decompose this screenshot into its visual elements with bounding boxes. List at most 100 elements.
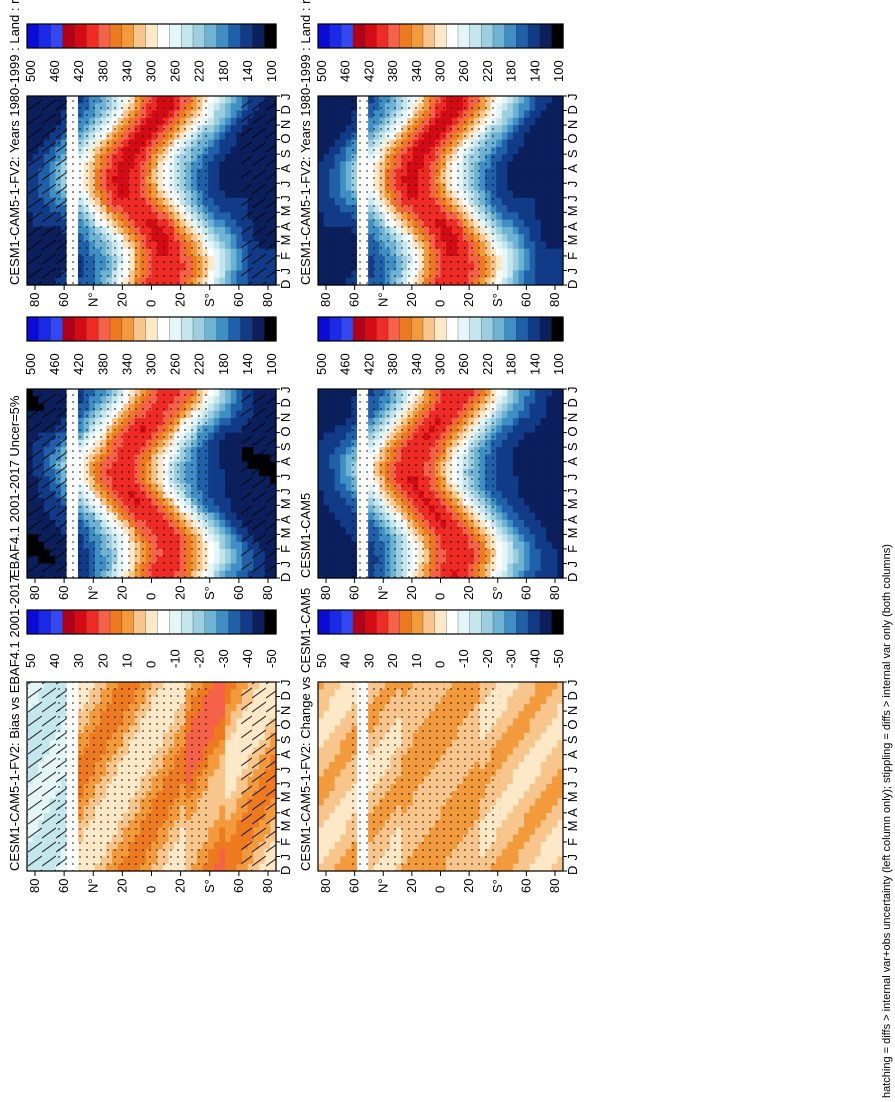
heatmap-cell (557, 241, 564, 250)
heatmap-cell (334, 117, 341, 126)
heatmap-cell (540, 146, 547, 155)
heatmap-cell (329, 226, 336, 235)
heatmap-cell (219, 439, 226, 448)
heatmap-cell (236, 132, 243, 141)
latitude-tick-label: S° (202, 293, 217, 307)
heatmap-cell (507, 154, 514, 163)
heatmap-cell (340, 125, 347, 133)
heatmap-cell (540, 161, 547, 170)
heatmap-cell (329, 139, 336, 148)
heatmap-cell (219, 270, 226, 279)
heatmap-cell (219, 534, 226, 543)
heatmap-cell (213, 439, 221, 448)
heatmap-cell (340, 103, 347, 112)
colorbar: 50 40 30 20 10 0 -10 -20 -30 -40 -50 (23, 609, 279, 668)
heatmap-cell (518, 96, 525, 104)
heatmap-cell (230, 849, 237, 858)
heatmap-cell (219, 132, 226, 141)
stippling-overlay (56, 96, 212, 285)
heatmap-cell (230, 139, 237, 148)
heatmap-cell (518, 146, 525, 155)
heatmap-cell (219, 776, 226, 785)
heatmap-cell (230, 468, 237, 477)
heatmap-cell (323, 563, 330, 572)
heatmap-cell (230, 570, 237, 579)
heatmap-cell (318, 139, 325, 148)
heatmap-cell (225, 798, 232, 807)
heatmap-cell (501, 132, 508, 141)
heatmap-cell (230, 703, 237, 712)
heatmap-cell (213, 798, 221, 807)
heatmap-cell (236, 454, 243, 463)
colorbar-swatch (50, 23, 64, 49)
stippling-overlay (56, 389, 212, 578)
month-tick-label: D (278, 105, 293, 114)
heatmap-cell (318, 418, 325, 426)
heatmap-cell (230, 834, 237, 843)
heatmap-cell (236, 856, 243, 865)
heatmap-cell (551, 132, 559, 141)
latitude-tick-label: 20 (461, 293, 476, 307)
heatmap-cell (219, 483, 226, 492)
heatmap-cell (225, 776, 232, 785)
heatmap-cell (236, 548, 243, 557)
heatmap-cell (230, 534, 237, 543)
heatmap-cell (225, 447, 232, 456)
heatmap-cell (551, 110, 559, 119)
colorbar-tick-label: 220 (192, 353, 207, 375)
heatmap-cell (225, 117, 232, 126)
heatmap-cell (236, 270, 243, 279)
heatmap-cell (219, 798, 226, 807)
heatmap-cell (535, 277, 542, 286)
heatmap-cell (225, 461, 232, 470)
heatmap-cell (557, 190, 564, 199)
heatmap-cell (524, 270, 531, 279)
heatmap-cell (507, 212, 514, 221)
heatmap-cell (535, 132, 542, 141)
heatmap-cell (557, 110, 564, 119)
heatmap-cell (507, 241, 514, 250)
colorbar-swatch (527, 23, 541, 49)
colorbar-swatch (364, 23, 377, 49)
heatmap-cell (329, 490, 336, 499)
heatmap-cell (219, 212, 226, 221)
colorbar-swatch (411, 23, 424, 49)
heatmap-cell (535, 241, 542, 250)
heatmap-cell (512, 205, 520, 213)
month-tick-label: J (278, 268, 293, 275)
heatmap-cell (529, 146, 536, 155)
heatmap-cell (551, 139, 559, 148)
heatmap-cell (529, 248, 536, 257)
colorbar-tick-label: 500 (23, 353, 38, 375)
heatmap-cell (524, 132, 531, 141)
heatmap-cell (540, 234, 547, 242)
heatmap-cell (230, 396, 237, 405)
heatmap-cell (551, 96, 559, 104)
heatmap-cell (501, 270, 508, 279)
heatmap-cell (540, 226, 547, 235)
heatmap-cell (318, 490, 325, 499)
heatmap-cell (219, 190, 226, 199)
heatmap-cell (236, 834, 243, 843)
heatmap-cell (219, 110, 226, 119)
heatmap-cell (230, 498, 237, 506)
heatmap-cell (535, 168, 542, 177)
heatmap-cell (323, 490, 330, 499)
heatmap-cell (225, 812, 232, 821)
heatmap-cell (329, 255, 336, 264)
heatmap-cell (507, 161, 514, 170)
panel-p3: 80 60 N° 20 0 20 S° 60 80DJFMAMJJASONDJCESM1-CAM… (7, 575, 293, 893)
heatmap-cell (557, 154, 564, 163)
heatmap-cell (230, 190, 237, 199)
heatmap-cell (535, 139, 542, 148)
month-tick-label: N (278, 413, 293, 422)
heatmap-cell (225, 761, 232, 770)
heatmap-cell (230, 541, 237, 550)
colorbar-tick-label: 340 (119, 353, 134, 375)
heatmap-cell (329, 183, 336, 192)
heatmap-cell (518, 154, 525, 163)
heatmap-cell (236, 696, 243, 705)
heatmap-cell (236, 711, 243, 719)
panel-title: CESM1-CAM5-1-FV2: Years 1980-1999 : Land… (7, 0, 22, 285)
heatmap-cell (507, 270, 514, 279)
